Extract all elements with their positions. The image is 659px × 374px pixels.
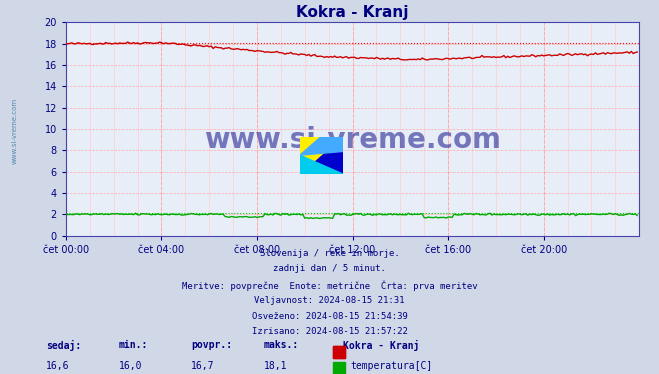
- Text: maks.:: maks.:: [264, 340, 299, 350]
- Bar: [333, 346, 345, 358]
- Title: Kokra - Kranj: Kokra - Kranj: [297, 5, 409, 20]
- Text: Izrisano: 2024-08-15 21:57:22: Izrisano: 2024-08-15 21:57:22: [252, 327, 407, 336]
- Polygon shape: [300, 137, 343, 174]
- Text: povpr.:: povpr.:: [191, 340, 232, 350]
- Text: www.si-vreme.com: www.si-vreme.com: [204, 126, 501, 154]
- Text: 18,1: 18,1: [264, 361, 287, 371]
- Text: www.si-vreme.com: www.si-vreme.com: [11, 98, 18, 164]
- Text: Meritve: povprečne  Enote: metrične  Črta: prva meritev: Meritve: povprečne Enote: metrične Črta:…: [182, 280, 477, 291]
- Text: Kokra - Kranj: Kokra - Kranj: [343, 340, 419, 351]
- Text: Osveženo: 2024-08-15 21:54:39: Osveženo: 2024-08-15 21:54:39: [252, 312, 407, 321]
- Polygon shape: [300, 155, 343, 174]
- Polygon shape: [300, 137, 343, 174]
- Text: zadnji dan / 5 minut.: zadnji dan / 5 minut.: [273, 264, 386, 273]
- Polygon shape: [300, 137, 343, 155]
- Text: temperatura[C]: temperatura[C]: [351, 361, 433, 371]
- Text: 16,0: 16,0: [119, 361, 142, 371]
- Text: Slovenija / reke in morje.: Slovenija / reke in morje.: [260, 249, 399, 258]
- Text: 16,6: 16,6: [46, 361, 70, 371]
- Text: Veljavnost: 2024-08-15 21:31: Veljavnost: 2024-08-15 21:31: [254, 296, 405, 305]
- Text: 16,7: 16,7: [191, 361, 215, 371]
- Text: min.:: min.:: [119, 340, 148, 350]
- Text: sedaj:: sedaj:: [46, 340, 81, 351]
